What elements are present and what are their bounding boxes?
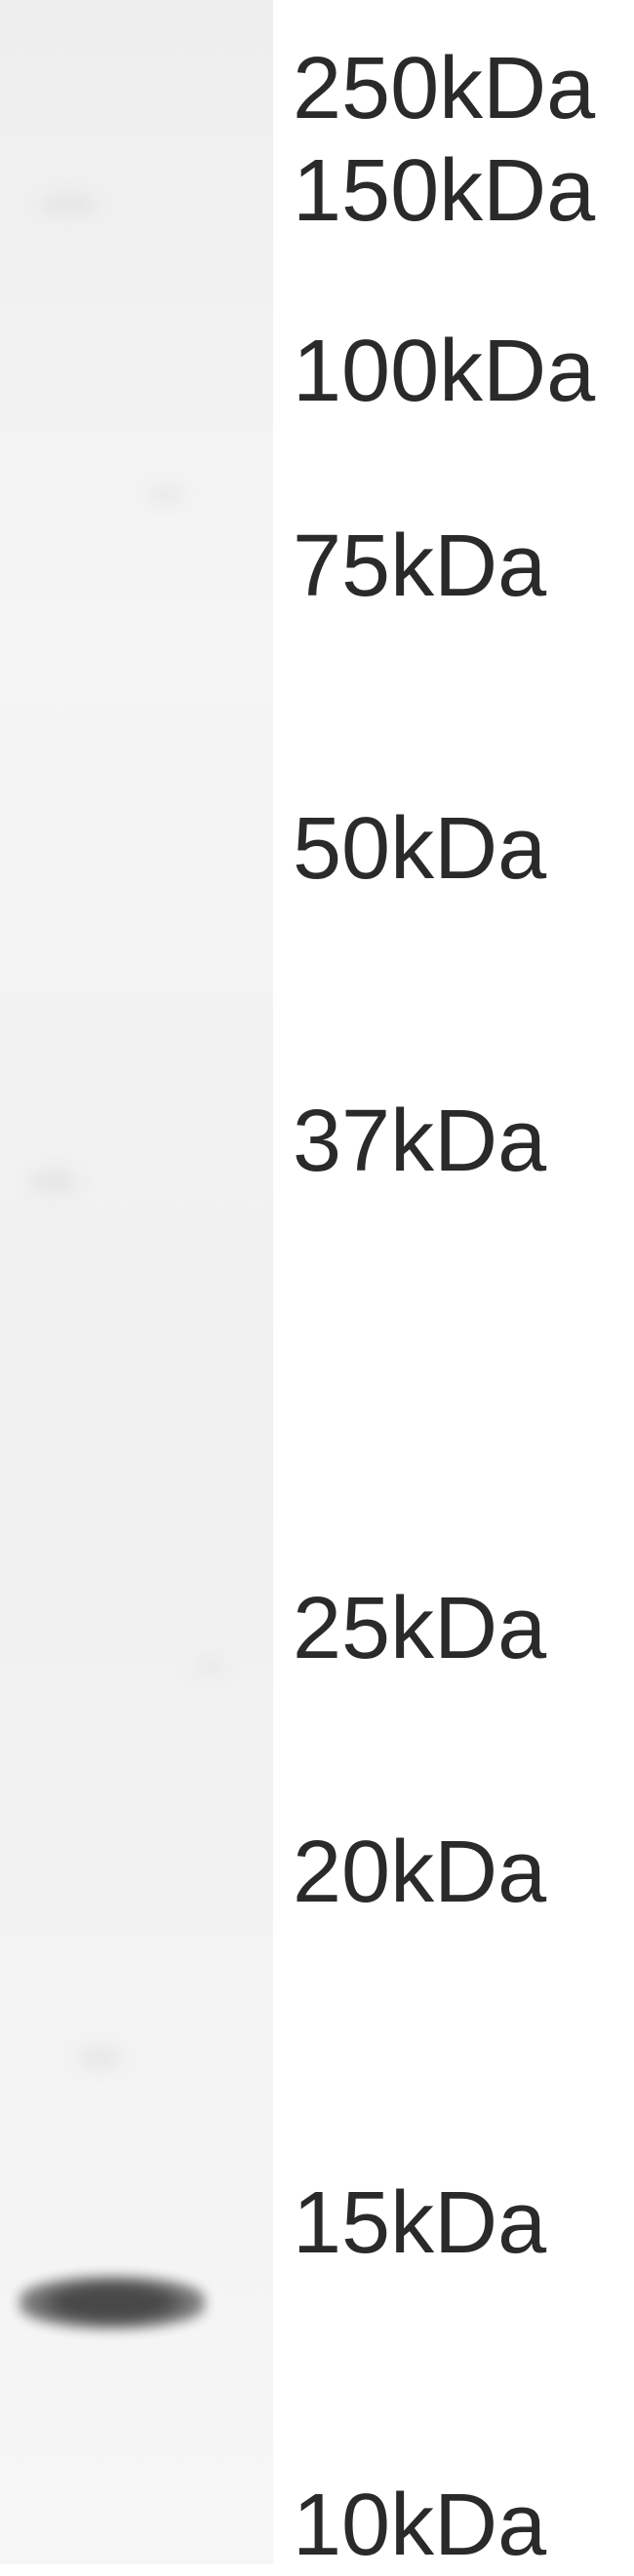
blot-band bbox=[20, 2276, 205, 2329]
marker-label: 15kDa bbox=[293, 2173, 546, 2274]
marker-label: 25kDa bbox=[293, 1579, 546, 1679]
blot-lane bbox=[0, 0, 273, 2564]
blot-noise bbox=[78, 2047, 122, 2068]
marker-label: 37kDa bbox=[293, 1092, 546, 1192]
blot-noise bbox=[29, 1170, 78, 1194]
blot-noise bbox=[146, 487, 185, 502]
blot-noise bbox=[195, 1657, 224, 1674]
marker-label: 10kDa bbox=[293, 2476, 546, 2576]
marker-label: 20kDa bbox=[293, 1823, 546, 1923]
marker-label: 100kDa bbox=[293, 322, 595, 422]
marker-label: 150kDa bbox=[293, 141, 595, 242]
marker-label-column: 250kDa150kDa 100kDa 75kDa 50kDa 37kDa 25kDa 20… bbox=[273, 0, 634, 2564]
marker-label: 50kDa bbox=[293, 799, 546, 900]
blot-noise bbox=[39, 195, 98, 214]
marker-label: 250kDa bbox=[293, 39, 595, 139]
marker-label: 75kDa bbox=[293, 517, 546, 617]
